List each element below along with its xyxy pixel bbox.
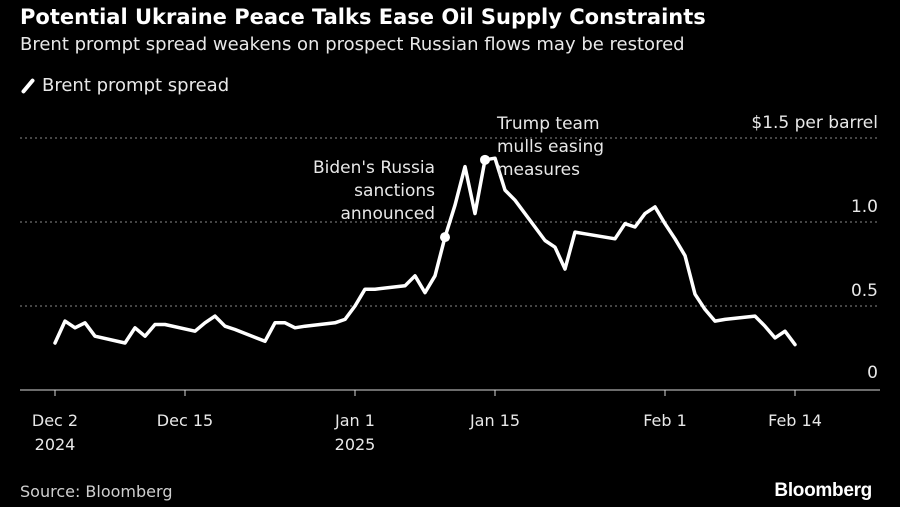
- x-tick-label-year: 2024: [35, 435, 76, 454]
- y-tick-label: 0.5: [851, 281, 878, 301]
- chart-subtitle: Brent prompt spread weakens on prospect …: [20, 34, 685, 55]
- x-tick-label: Jan 15: [469, 411, 520, 430]
- annotation-label: sanctions: [354, 181, 435, 201]
- bloomberg-logo: Bloomberg: [774, 480, 872, 501]
- legend-label: Brent prompt spread: [42, 75, 230, 96]
- chart-title: Potential Ukraine Peace Talks Ease Oil S…: [20, 5, 706, 29]
- y-tick-label: 0: [867, 363, 878, 383]
- annotation-label: announced: [340, 204, 435, 224]
- x-tick-label: Dec 2: [32, 411, 78, 430]
- annotation-marker: [480, 154, 490, 165]
- annotation-label: Trump team: [496, 114, 600, 134]
- x-tick-label: Feb 14: [768, 411, 822, 430]
- chart-legend: Brent prompt spread: [20, 75, 229, 96]
- annotation-label: measures: [497, 160, 580, 180]
- x-tick-label-year: 2025: [335, 435, 376, 454]
- annotation-marker: [440, 232, 450, 243]
- source-note: Source: Bloomberg: [20, 482, 173, 501]
- x-tick-label: Dec 15: [157, 411, 213, 430]
- x-tick-label: Feb 1: [643, 411, 687, 430]
- x-tick-label: Jan 1: [334, 411, 375, 430]
- annotation-label: Biden's Russia: [313, 158, 435, 178]
- y-tick-label: 1.0: [851, 197, 878, 217]
- annotation-label: mulls easing: [497, 137, 604, 157]
- y-tick-label: $1.5 per barrel: [751, 113, 878, 133]
